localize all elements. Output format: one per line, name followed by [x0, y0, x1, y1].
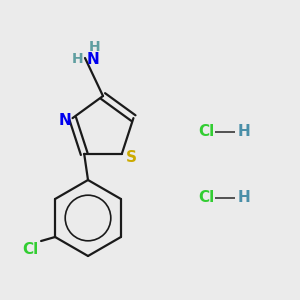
Text: H: H — [238, 124, 251, 140]
Text: S: S — [126, 150, 137, 165]
Text: N: N — [58, 112, 71, 128]
Text: H: H — [238, 190, 251, 206]
Text: N: N — [87, 52, 100, 67]
Text: Cl: Cl — [198, 190, 214, 206]
Text: H: H — [89, 40, 101, 54]
Text: Cl: Cl — [198, 124, 214, 140]
Text: Cl: Cl — [22, 242, 38, 256]
Text: H: H — [71, 52, 83, 66]
